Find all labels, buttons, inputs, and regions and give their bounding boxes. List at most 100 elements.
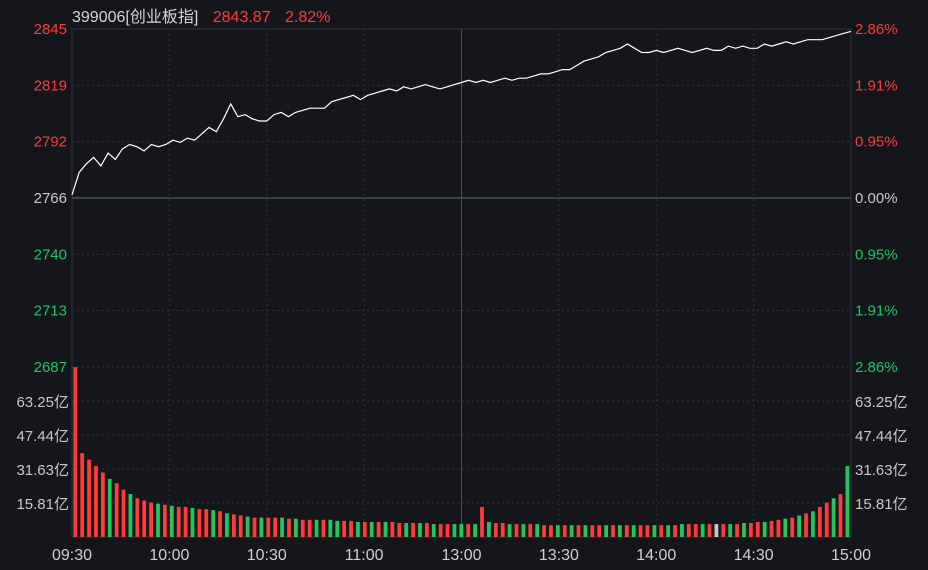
- time-tick-label: 13:00: [441, 547, 481, 564]
- volume-bar: [590, 525, 595, 537]
- volume-tick-label: 15.81亿: [16, 496, 69, 513]
- volume-bar: [376, 521, 381, 537]
- volume-bar: [383, 521, 388, 537]
- volume-bar: [783, 518, 788, 537]
- volume-bar: [583, 525, 588, 537]
- time-tick-label: 11:00: [345, 547, 384, 564]
- price-tick-label: 2713: [34, 303, 67, 320]
- left-price-axis: 2845 2819 2792 2766 2740 2713 2687: [34, 21, 67, 376]
- volume-tick-label: 47.44亿: [855, 428, 908, 445]
- price-series: [71, 30, 852, 195]
- volume-bar: [693, 524, 698, 537]
- volume-bar: [542, 525, 546, 537]
- volume-tick-label: 63.25亿: [855, 394, 908, 411]
- percent-tick-label: 2.86%: [855, 359, 898, 376]
- price-tick-label: 2792: [34, 134, 67, 151]
- price-line: [71, 30, 852, 195]
- volume-bar: [811, 511, 815, 537]
- volume-bar: [404, 523, 409, 537]
- volume-bar: [169, 505, 174, 537]
- volume-bar: [500, 523, 505, 537]
- volume-bar: [121, 489, 126, 537]
- volume-bar: [335, 520, 340, 537]
- volume-bar: [562, 525, 567, 537]
- right-volume-axis: 63.25亿 47.44亿 31.63亿 15.81亿: [855, 394, 908, 513]
- volume-bar: [555, 525, 560, 537]
- volume-bar: [507, 524, 512, 537]
- volume-tick-label: 47.44亿: [16, 428, 69, 445]
- volume-bar: [714, 524, 719, 537]
- volume-bar: [431, 524, 436, 537]
- volume-bar: [597, 525, 602, 537]
- time-tick-label: 14:30: [734, 547, 774, 564]
- volume-bar: [321, 519, 326, 537]
- volume-bar: [369, 521, 374, 537]
- volume-bar: [845, 466, 850, 537]
- percent-tick-label: 1.91%: [855, 303, 898, 320]
- volume-bar: [748, 523, 753, 537]
- volume-bar: [142, 500, 147, 537]
- percent-tick-label: 0.95%: [855, 246, 898, 263]
- volume-bar: [73, 367, 78, 537]
- time-tick-label: 15:00: [831, 547, 871, 564]
- volume-bar: [397, 523, 402, 537]
- price-tick-label: 2687: [34, 359, 67, 376]
- volume-bar: [287, 518, 291, 537]
- volume-bars: [73, 367, 850, 537]
- time-tick-label: 09:30: [52, 547, 92, 564]
- volume-bar: [197, 509, 202, 537]
- volume-bar: [762, 521, 767, 537]
- volume-bar: [80, 453, 85, 537]
- volume-bar: [466, 524, 471, 537]
- volume-bar: [735, 524, 739, 537]
- volume-bar: [769, 520, 774, 537]
- volume-bar: [659, 525, 664, 537]
- volume-bar: [280, 517, 284, 537]
- volume-bar: [245, 516, 250, 537]
- volume-bar: [611, 525, 615, 537]
- volume-bar: [231, 514, 236, 537]
- volume-bar: [452, 524, 457, 537]
- volume-bar: [804, 513, 808, 537]
- volume-tick-label: 31.63亿: [855, 462, 908, 479]
- volume-bar: [424, 523, 429, 537]
- volume-tick-label: 63.25亿: [16, 394, 69, 411]
- percent-tick-label: 0.95%: [855, 134, 898, 151]
- volume-bar: [211, 510, 216, 537]
- volume-bar: [87, 459, 91, 537]
- volume-bar: [838, 493, 843, 537]
- time-tick-label: 14:00: [636, 547, 676, 564]
- volume-bar: [700, 524, 705, 537]
- volume-bar: [624, 525, 629, 537]
- right-percent-axis: 2.86% 1.91% 0.95% 0.00% 0.95% 1.91% 2.86%: [855, 21, 898, 376]
- volume-bar: [493, 523, 498, 537]
- volume-bar: [114, 483, 119, 537]
- percent-tick-label: 2.86%: [855, 21, 898, 38]
- volume-bar: [459, 524, 464, 537]
- volume-bar: [631, 525, 636, 537]
- time-axis: 09:30 10:00 10:30 11:00 13:00 13:30 14:00 14:30…: [52, 547, 871, 564]
- volume-bar: [293, 518, 298, 537]
- volume-bar: [680, 524, 684, 537]
- volume-bar: [755, 521, 760, 537]
- volume-bar: [418, 523, 422, 537]
- volume-bar: [94, 466, 98, 537]
- volume-bar: [438, 524, 443, 537]
- volume-bar: [273, 517, 278, 537]
- volume-bar: [390, 521, 395, 537]
- current-price: 2843.87: [212, 9, 271, 26]
- percent-tick-label: 1.91%: [855, 77, 898, 94]
- volume-bar: [817, 506, 822, 537]
- volume-bar: [666, 525, 671, 537]
- volume-bar: [480, 506, 484, 537]
- volume-bar: [266, 517, 271, 537]
- time-tick-label: 13:30: [539, 547, 579, 564]
- volume-bar: [528, 524, 533, 537]
- volume-bar: [156, 503, 160, 537]
- volume-bar: [183, 506, 188, 537]
- chart-header: 399006[创业板指] 2843.87 2.82%: [72, 3, 340, 27]
- volume-bar: [328, 519, 333, 537]
- volume-bar: [135, 498, 140, 537]
- volume-bar: [362, 521, 367, 537]
- volume-bar: [776, 519, 781, 537]
